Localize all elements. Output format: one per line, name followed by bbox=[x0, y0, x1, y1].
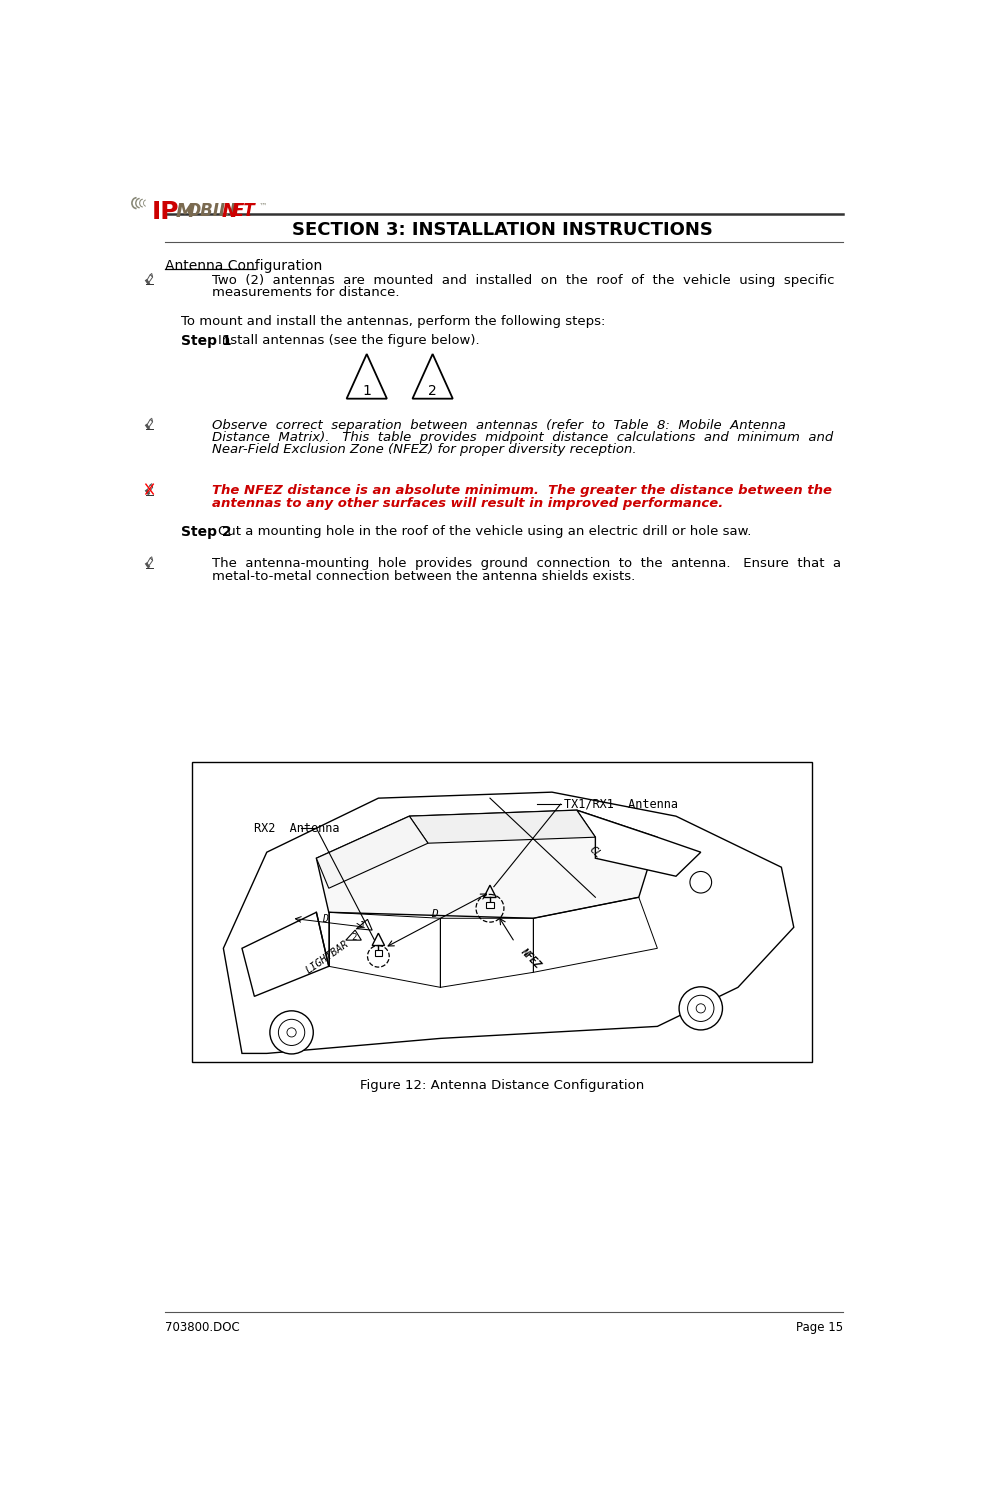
Polygon shape bbox=[150, 419, 153, 422]
Text: 703800.DOC: 703800.DOC bbox=[165, 1322, 240, 1334]
Text: LIGHTBAR: LIGHTBAR bbox=[304, 939, 350, 976]
Text: TX1/RX1  Antenna: TX1/RX1 Antenna bbox=[564, 798, 679, 810]
Text: Antenna Configuration: Antenna Configuration bbox=[165, 258, 323, 273]
Text: .: . bbox=[248, 209, 252, 219]
Polygon shape bbox=[150, 273, 153, 278]
Text: ™: ™ bbox=[258, 202, 267, 211]
Text: 2: 2 bbox=[429, 384, 437, 398]
Circle shape bbox=[697, 1004, 705, 1013]
Polygon shape bbox=[150, 483, 153, 488]
Text: Cut a mounting hole in the roof of the vehicle using an electric drill or hole s: Cut a mounting hole in the roof of the v… bbox=[218, 525, 751, 538]
Circle shape bbox=[270, 1011, 313, 1054]
Text: Page 15: Page 15 bbox=[797, 1322, 844, 1334]
Text: metal-to-metal connection between the antenna shields exists.: metal-to-metal connection between the an… bbox=[212, 570, 635, 582]
Text: IP: IP bbox=[152, 200, 180, 223]
Circle shape bbox=[690, 871, 711, 892]
Text: antennas to any other surfaces will result in improved performance.: antennas to any other surfaces will resu… bbox=[212, 496, 723, 510]
Text: NFEZ: NFEZ bbox=[519, 946, 542, 970]
Text: RX2  Antenna: RX2 Antenna bbox=[254, 822, 339, 834]
Text: Step 1: Step 1 bbox=[181, 334, 232, 348]
Text: Observe  correct  separation  between  antennas  (refer  to  Table  8:  Mobile  : Observe correct separation between anten… bbox=[212, 419, 786, 432]
Text: OBILE: OBILE bbox=[186, 201, 241, 219]
Text: Step 2: Step 2 bbox=[181, 525, 232, 538]
Text: The NFEZ distance is an absolute minimum.  The greater the distance between the: The NFEZ distance is an absolute minimum… bbox=[212, 484, 832, 496]
Text: Two  (2)  antennas  are  mounted  and  installed  on  the  roof  of  the  vehicl: Two (2) antennas are mounted and install… bbox=[212, 274, 834, 286]
Polygon shape bbox=[224, 792, 794, 1053]
Text: measurements for distance.: measurements for distance. bbox=[212, 286, 399, 300]
Text: Install antennas (see the figure below).: Install antennas (see the figure below). bbox=[218, 334, 480, 346]
Text: 1: 1 bbox=[360, 921, 366, 930]
Polygon shape bbox=[317, 810, 657, 918]
Text: D: D bbox=[322, 914, 328, 924]
Bar bbox=[487, 902, 493, 909]
Text: M: M bbox=[176, 201, 194, 220]
Text: 2: 2 bbox=[351, 933, 356, 942]
Polygon shape bbox=[150, 556, 153, 561]
Text: Near-Field Exclusion Zone (NFEZ) for proper diversity reception.: Near-Field Exclusion Zone (NFEZ) for pro… bbox=[212, 444, 637, 456]
Circle shape bbox=[679, 987, 722, 1030]
Circle shape bbox=[688, 996, 714, 1022]
Text: SECTION 3: INSTALLATION INSTRUCTIONS: SECTION 3: INSTALLATION INSTRUCTIONS bbox=[292, 220, 713, 238]
Text: Figure 12: Antenna Distance Configuration: Figure 12: Antenna Distance Configuratio… bbox=[360, 1080, 645, 1092]
Text: Distance  Matrix).   This  table  provides  midpoint  distance  calculations  an: Distance Matrix). This table provides mi… bbox=[212, 430, 833, 444]
Circle shape bbox=[279, 1020, 305, 1046]
Text: CL: CL bbox=[588, 844, 603, 859]
Text: To mount and install the antennas, perform the following steps:: To mount and install the antennas, perfo… bbox=[181, 315, 605, 328]
Text: 1: 1 bbox=[362, 384, 371, 398]
Polygon shape bbox=[242, 912, 329, 996]
Circle shape bbox=[287, 1028, 296, 1036]
Bar bbox=[192, 762, 812, 1062]
Text: N: N bbox=[222, 201, 238, 220]
Polygon shape bbox=[317, 816, 428, 888]
Text: ET: ET bbox=[232, 201, 255, 219]
Polygon shape bbox=[577, 810, 700, 876]
Text: D: D bbox=[431, 909, 438, 920]
Polygon shape bbox=[409, 810, 595, 843]
Text: The  antenna-mounting  hole  provides  ground  connection  to  the  antenna.   E: The antenna-mounting hole provides groun… bbox=[212, 558, 841, 570]
Bar bbox=[375, 950, 383, 957]
